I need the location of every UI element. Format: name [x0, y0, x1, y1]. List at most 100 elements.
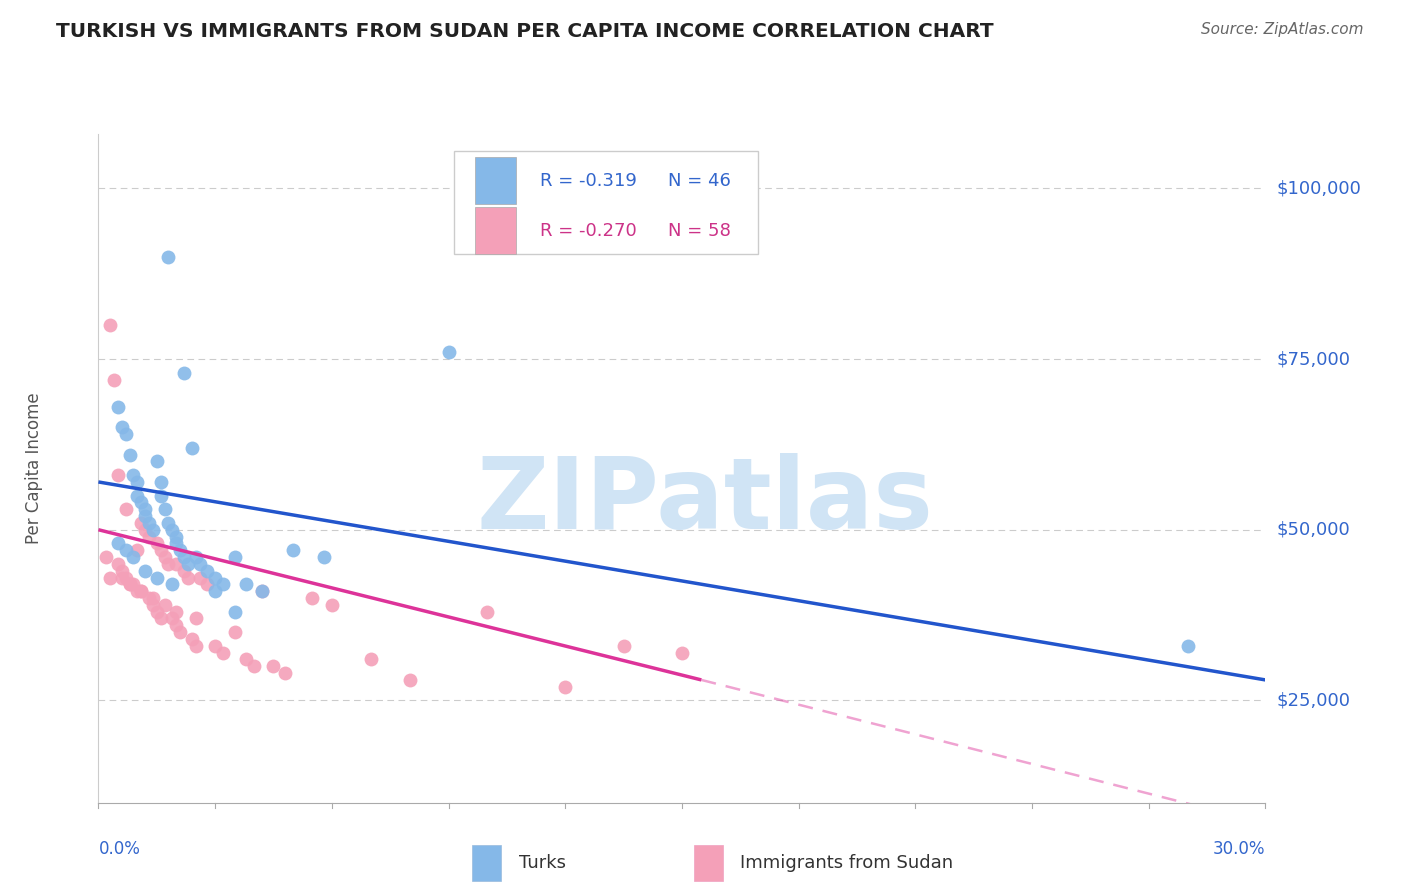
Point — [177, 570, 200, 584]
Point — [165, 557, 187, 571]
Point — [98, 570, 121, 584]
Point — [204, 584, 226, 599]
Text: R = -0.270: R = -0.270 — [540, 222, 637, 240]
Point — [250, 584, 273, 599]
Text: $50,000: $50,000 — [1277, 521, 1350, 539]
Point — [107, 557, 129, 571]
Point — [111, 570, 134, 584]
Text: Immigrants from Sudan: Immigrants from Sudan — [741, 854, 953, 872]
Text: Turks: Turks — [519, 854, 565, 872]
Point — [149, 543, 172, 558]
Point — [134, 564, 156, 578]
Point — [477, 605, 499, 619]
Point — [262, 659, 284, 673]
Point — [173, 549, 195, 564]
Text: $75,000: $75,000 — [1277, 350, 1351, 368]
Point — [301, 591, 323, 605]
Point — [107, 468, 129, 483]
Point — [177, 557, 200, 571]
Point — [204, 570, 226, 584]
Point — [146, 570, 169, 584]
Point — [127, 543, 149, 558]
FancyBboxPatch shape — [475, 157, 516, 204]
Point — [180, 632, 202, 646]
Point — [169, 625, 191, 640]
Point — [224, 605, 246, 619]
Text: $100,000: $100,000 — [1277, 179, 1361, 197]
Point — [235, 577, 257, 591]
Text: 0.0%: 0.0% — [98, 839, 141, 857]
Point — [224, 625, 246, 640]
Point — [129, 516, 152, 530]
Point — [114, 427, 136, 442]
Text: R = -0.319: R = -0.319 — [540, 171, 637, 190]
Point — [157, 250, 180, 264]
Point — [157, 516, 180, 530]
Point — [437, 345, 460, 359]
Point — [146, 536, 169, 550]
Point — [107, 400, 129, 414]
Point — [184, 611, 207, 625]
Point — [165, 605, 187, 619]
Point — [118, 577, 141, 591]
Point — [129, 584, 152, 599]
FancyBboxPatch shape — [475, 208, 516, 254]
Point — [122, 577, 145, 591]
Point — [96, 549, 118, 564]
Point — [98, 318, 121, 332]
Point — [153, 598, 176, 612]
Point — [165, 536, 187, 550]
FancyBboxPatch shape — [472, 845, 501, 881]
FancyBboxPatch shape — [454, 151, 758, 254]
Text: 30.0%: 30.0% — [1213, 839, 1265, 857]
Point — [153, 502, 176, 516]
Point — [212, 577, 235, 591]
Point — [224, 549, 246, 564]
Point — [107, 536, 129, 550]
Point — [149, 611, 172, 625]
FancyBboxPatch shape — [693, 845, 723, 881]
Point — [188, 557, 211, 571]
Point — [398, 673, 420, 687]
Point — [103, 373, 125, 387]
Point — [149, 489, 172, 503]
Point — [162, 611, 184, 625]
Point — [195, 577, 218, 591]
Point — [129, 495, 152, 509]
Point — [671, 646, 693, 660]
Point — [118, 448, 141, 462]
Text: N = 58: N = 58 — [668, 222, 731, 240]
Text: TURKISH VS IMMIGRANTS FROM SUDAN PER CAPITA INCOME CORRELATION CHART: TURKISH VS IMMIGRANTS FROM SUDAN PER CAP… — [56, 22, 994, 41]
Point — [111, 564, 134, 578]
Point — [250, 584, 273, 599]
Point — [146, 454, 169, 468]
Point — [127, 489, 149, 503]
Point — [134, 523, 156, 537]
Point — [162, 523, 184, 537]
Point — [180, 441, 202, 455]
Point — [114, 502, 136, 516]
Point — [114, 570, 136, 584]
Point — [360, 652, 382, 666]
Point — [212, 646, 235, 660]
Point — [188, 570, 211, 584]
Point — [142, 598, 165, 612]
Point — [612, 639, 634, 653]
Point — [146, 605, 169, 619]
Point — [127, 584, 149, 599]
Point — [165, 618, 187, 632]
Point — [195, 564, 218, 578]
Point — [149, 475, 172, 489]
Point — [122, 549, 145, 564]
Point — [153, 549, 176, 564]
Point — [165, 530, 187, 544]
Point — [129, 584, 152, 599]
Point — [243, 659, 266, 673]
Point — [274, 666, 297, 681]
Point — [138, 591, 160, 605]
Point — [122, 468, 145, 483]
Point — [281, 543, 304, 558]
Point — [142, 523, 165, 537]
Point — [138, 516, 160, 530]
Point — [184, 639, 207, 653]
